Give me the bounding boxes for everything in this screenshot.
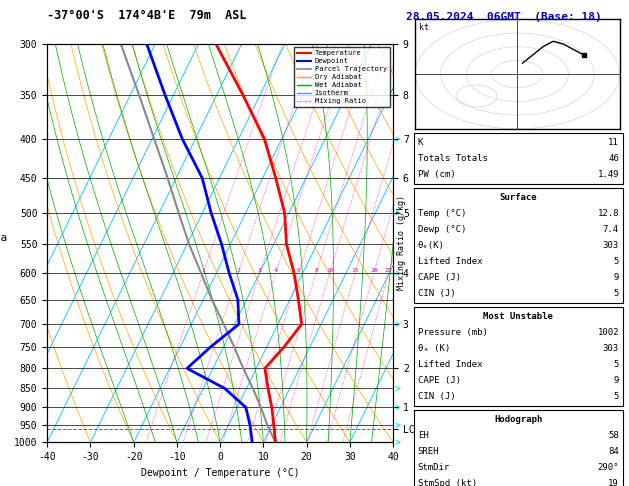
Text: 25: 25 (385, 268, 392, 273)
Text: CAPE (J): CAPE (J) (418, 273, 460, 282)
Text: 1.49: 1.49 (598, 170, 619, 179)
Legend: Temperature, Dewpoint, Parcel Trajectory, Dry Adiabat, Wet Adiabat, Isotherm, Mi: Temperature, Dewpoint, Parcel Trajectory… (294, 47, 389, 107)
Text: CIN (J): CIN (J) (418, 392, 455, 401)
Text: 84: 84 (608, 447, 619, 456)
Text: 2: 2 (237, 268, 240, 273)
Text: 1: 1 (201, 268, 205, 273)
Text: 46: 46 (608, 154, 619, 163)
Text: 5: 5 (613, 392, 619, 401)
Text: 5: 5 (613, 289, 619, 298)
Text: K: K (418, 138, 423, 147)
Text: Dewp (°C): Dewp (°C) (418, 225, 466, 234)
Text: 6: 6 (297, 268, 301, 273)
Text: Totals Totals: Totals Totals (418, 154, 487, 163)
Text: 10: 10 (326, 268, 333, 273)
Text: 5: 5 (613, 257, 619, 266)
Y-axis label: km
ASL: km ASL (423, 243, 441, 264)
Text: Lifted Index: Lifted Index (418, 360, 482, 369)
Text: 58: 58 (608, 431, 619, 440)
Text: 20: 20 (370, 268, 377, 273)
Text: © weatheronline.co.uk: © weatheronline.co.uk (466, 468, 571, 477)
Text: Pressure (mb): Pressure (mb) (418, 328, 487, 337)
Text: CIN (J): CIN (J) (418, 289, 455, 298)
Text: PW (cm): PW (cm) (418, 170, 455, 179)
Text: StmDir: StmDir (418, 463, 450, 472)
Text: θₑ(K): θₑ(K) (418, 241, 445, 250)
Text: 9: 9 (613, 376, 619, 385)
Text: EH: EH (418, 431, 428, 440)
Text: 303: 303 (603, 344, 619, 353)
Text: 15: 15 (352, 268, 359, 273)
Text: 11: 11 (608, 138, 619, 147)
Text: 290°: 290° (598, 463, 619, 472)
Text: Mixing Ratio (g/kg): Mixing Ratio (g/kg) (397, 195, 406, 291)
Text: 3: 3 (258, 268, 262, 273)
Text: θₑ (K): θₑ (K) (418, 344, 450, 353)
Text: kt: kt (420, 23, 429, 32)
Text: Temp (°C): Temp (°C) (418, 208, 466, 218)
X-axis label: Dewpoint / Temperature (°C): Dewpoint / Temperature (°C) (141, 468, 299, 478)
Text: CAPE (J): CAPE (J) (418, 376, 460, 385)
Text: 5: 5 (613, 360, 619, 369)
Text: Most Unstable: Most Unstable (483, 312, 554, 321)
Text: 4: 4 (274, 268, 277, 273)
Text: Surface: Surface (499, 192, 537, 202)
Text: 8: 8 (314, 268, 318, 273)
Text: 1002: 1002 (598, 328, 619, 337)
Text: 12.8: 12.8 (598, 208, 619, 218)
Text: StmSpd (kt): StmSpd (kt) (418, 479, 477, 486)
Text: SREH: SREH (418, 447, 439, 456)
Text: Lifted Index: Lifted Index (418, 257, 482, 266)
Text: -37°00'S  174°4B'E  79m  ASL: -37°00'S 174°4B'E 79m ASL (47, 9, 247, 22)
Text: 9: 9 (613, 273, 619, 282)
Text: 28.05.2024  06GMT  (Base: 18): 28.05.2024 06GMT (Base: 18) (406, 12, 601, 22)
Text: 19: 19 (608, 479, 619, 486)
Text: 7.4: 7.4 (603, 225, 619, 234)
Text: 303: 303 (603, 241, 619, 250)
Y-axis label: hPa: hPa (0, 233, 8, 243)
Text: Hodograph: Hodograph (494, 415, 542, 424)
